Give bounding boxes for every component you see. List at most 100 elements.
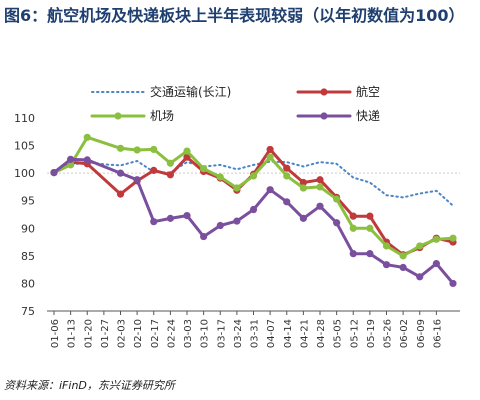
y-tick-label: 85	[21, 250, 35, 263]
data-point	[382, 242, 391, 250]
data-point	[150, 145, 158, 154]
data-point	[83, 156, 91, 164]
legend-marker	[114, 112, 122, 120]
data-point	[299, 184, 307, 192]
data-point	[216, 221, 224, 230]
data-point	[266, 186, 274, 194]
x-tick-label: 02-17	[150, 319, 161, 348]
x-tick-label: 03-24	[233, 319, 244, 348]
data-point	[200, 232, 208, 241]
series-line	[53, 160, 454, 207]
data-point	[349, 224, 357, 232]
data-point	[116, 190, 125, 198]
data-point	[316, 176, 324, 184]
x-tick-label: 06-16	[432, 319, 443, 348]
x-tick-label: 03-10	[200, 319, 211, 348]
data-point	[200, 165, 208, 173]
x-tick-label: 05-05	[333, 319, 344, 348]
data-point	[233, 184, 241, 192]
data-point	[67, 155, 75, 163]
data-point	[249, 205, 258, 214]
chart-title: 图6：航空机场及快递板块上半年表现较弱（以年初数值为100）	[4, 6, 465, 25]
data-point	[366, 212, 374, 220]
x-tick-label: 01-20	[83, 319, 94, 348]
data-point	[67, 161, 75, 169]
data-point	[382, 261, 391, 269]
legend: 交通运输(长江) 航空机场 快递	[90, 84, 380, 123]
data-point	[399, 263, 407, 272]
data-point	[366, 250, 374, 258]
data-point	[299, 214, 307, 222]
data-point	[366, 224, 374, 232]
legend-label: 快递	[356, 109, 380, 123]
x-tick-label: 06-02	[399, 319, 410, 348]
x-tick-label: 02-10	[133, 319, 144, 348]
y-tick-label: 100	[14, 167, 35, 180]
data-point	[349, 212, 357, 220]
y-tick-label: 95	[21, 195, 35, 208]
data-point	[299, 178, 307, 187]
x-tick-label: 05-12	[349, 319, 360, 348]
x-tick-label: 05-26	[383, 319, 394, 348]
data-point	[183, 147, 191, 155]
x-tick-label: 01-06	[50, 319, 61, 348]
legend-marker	[320, 112, 328, 120]
x-tick-label: 04-07	[266, 319, 277, 348]
data-point	[183, 153, 191, 161]
data-point	[150, 166, 158, 174]
data-point	[416, 273, 424, 281]
y-tick-label: 80	[21, 277, 35, 290]
source-note: 资料来源：iFinD，东兴证券研究所	[4, 379, 175, 392]
data-point	[432, 235, 440, 243]
x-tick-label: 06-09	[416, 319, 427, 348]
data-point	[266, 153, 274, 161]
data-point	[333, 195, 341, 203]
data-point	[150, 218, 158, 226]
data-point	[166, 159, 174, 167]
data-point	[399, 252, 407, 260]
y-tick-label: 105	[14, 140, 35, 153]
x-tick-label: 05-19	[366, 319, 377, 348]
data-point	[133, 176, 141, 184]
x-tick-label: 01-27	[100, 319, 111, 348]
data-point	[216, 173, 224, 181]
data-point	[133, 146, 141, 154]
data-point	[416, 242, 424, 250]
x-tick-label: 02-24	[166, 319, 177, 348]
series-layer	[50, 133, 457, 288]
data-point	[50, 168, 58, 177]
data-point	[283, 198, 291, 206]
x-tick-label: 01-13	[67, 319, 78, 348]
data-point	[249, 172, 258, 180]
data-point	[349, 250, 357, 258]
data-point	[166, 171, 174, 179]
x-tick-label: 02-03	[117, 319, 128, 348]
data-point	[316, 202, 324, 210]
data-point	[233, 217, 241, 225]
data-point	[183, 212, 191, 220]
legend-label: 交通运输(长江)	[150, 84, 231, 99]
data-point	[283, 164, 291, 172]
data-point	[432, 259, 440, 268]
x-tick-label: 03-17	[216, 319, 227, 348]
data-point	[116, 169, 125, 177]
x-axis: 01-06 01-13 01-20 01-27 02-03 02-10 02-17 02-24…	[47, 310, 460, 348]
y-tick-label: 110	[14, 112, 35, 125]
x-tick-label: 03-03	[183, 319, 194, 348]
x-tick-label: 04-14	[283, 319, 294, 348]
x-tick-label: 04-21	[299, 319, 310, 348]
data-point	[266, 145, 274, 154]
y-tick-label: 75	[21, 305, 35, 318]
x-tick-label: 03-31	[250, 319, 261, 348]
legend-label: 航空	[356, 84, 380, 99]
data-point	[449, 279, 457, 288]
data-point	[283, 172, 291, 180]
data-point	[333, 219, 341, 227]
data-point	[166, 214, 174, 222]
legend-marker	[320, 88, 328, 96]
legend-label: 机场	[150, 109, 174, 123]
data-point	[116, 144, 125, 152]
y-tick-label: 90	[21, 222, 35, 235]
y-axis: 75 80 85 90 95 100 105 110	[14, 112, 35, 318]
